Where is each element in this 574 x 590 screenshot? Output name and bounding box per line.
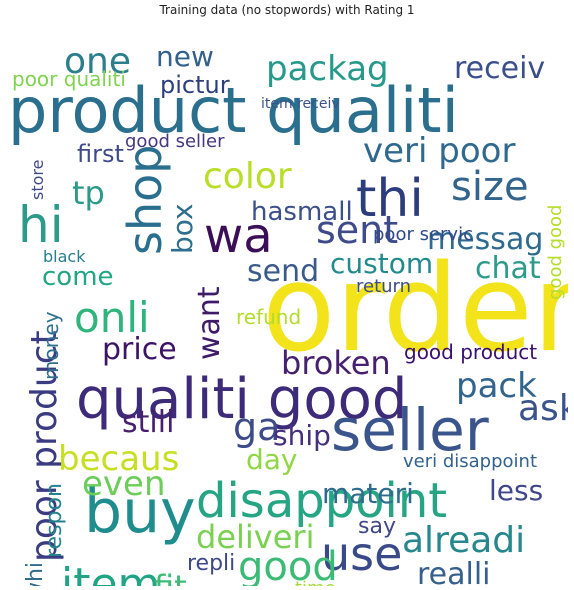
word-veri-disappoint: veri disappoint	[403, 451, 537, 472]
word-price: price	[102, 332, 177, 367]
word-chat: chat	[475, 251, 541, 286]
word-return: return	[356, 276, 411, 297]
word-item-receiv: item receiv	[261, 96, 340, 112]
word-money: money	[39, 311, 63, 380]
word-black: black	[43, 247, 86, 266]
word-say: say	[358, 514, 396, 539]
word-color: color	[203, 156, 292, 197]
word-send: send	[247, 254, 319, 289]
word-less: less	[489, 474, 543, 507]
word-even: even	[82, 464, 166, 504]
word-receiv: receiv	[454, 51, 545, 86]
word-hasmall: hasmall	[251, 197, 353, 227]
word-day: day	[246, 443, 298, 476]
word-broken: broken	[281, 344, 391, 382]
word-repli: repli	[187, 551, 235, 576]
word-whi: whi	[23, 562, 48, 586]
word-packag: packag	[266, 49, 389, 89]
word-refund: refund	[236, 305, 301, 329]
word-speed-deliveri: speed deliveri	[327, 583, 440, 586]
word-want: want	[192, 286, 227, 360]
word-veri-poor: veri poor	[363, 131, 515, 171]
word-hi: hi	[18, 196, 64, 254]
word-alreadi: alreadi	[402, 520, 525, 561]
word-new: new	[156, 40, 214, 73]
word-poor-qualiti: poor qualiti	[12, 67, 126, 91]
word-respon: respon	[42, 483, 67, 558]
word-store: store	[28, 160, 47, 200]
word-good-product: good product	[404, 340, 537, 364]
word-pack: pack	[456, 366, 537, 406]
word-still: still	[122, 405, 174, 440]
word-pictur: pictur	[160, 71, 230, 99]
word-fit: fit	[154, 568, 187, 586]
word-tp: tp	[72, 174, 105, 212]
word-first: first	[77, 140, 124, 168]
word-poor-servic: poor servic	[373, 224, 473, 245]
word-good-seller: good seller	[125, 131, 225, 152]
word-come: come	[42, 262, 114, 292]
word-good-good: good good	[545, 205, 566, 300]
word-box: box	[166, 203, 199, 254]
word-item: item	[61, 559, 160, 586]
word-realli: realli	[417, 557, 491, 586]
word-shop: shop	[118, 145, 172, 255]
word-materi: materi	[322, 477, 414, 510]
chart-title: Training data (no stopwords) with Rating…	[0, 3, 574, 17]
